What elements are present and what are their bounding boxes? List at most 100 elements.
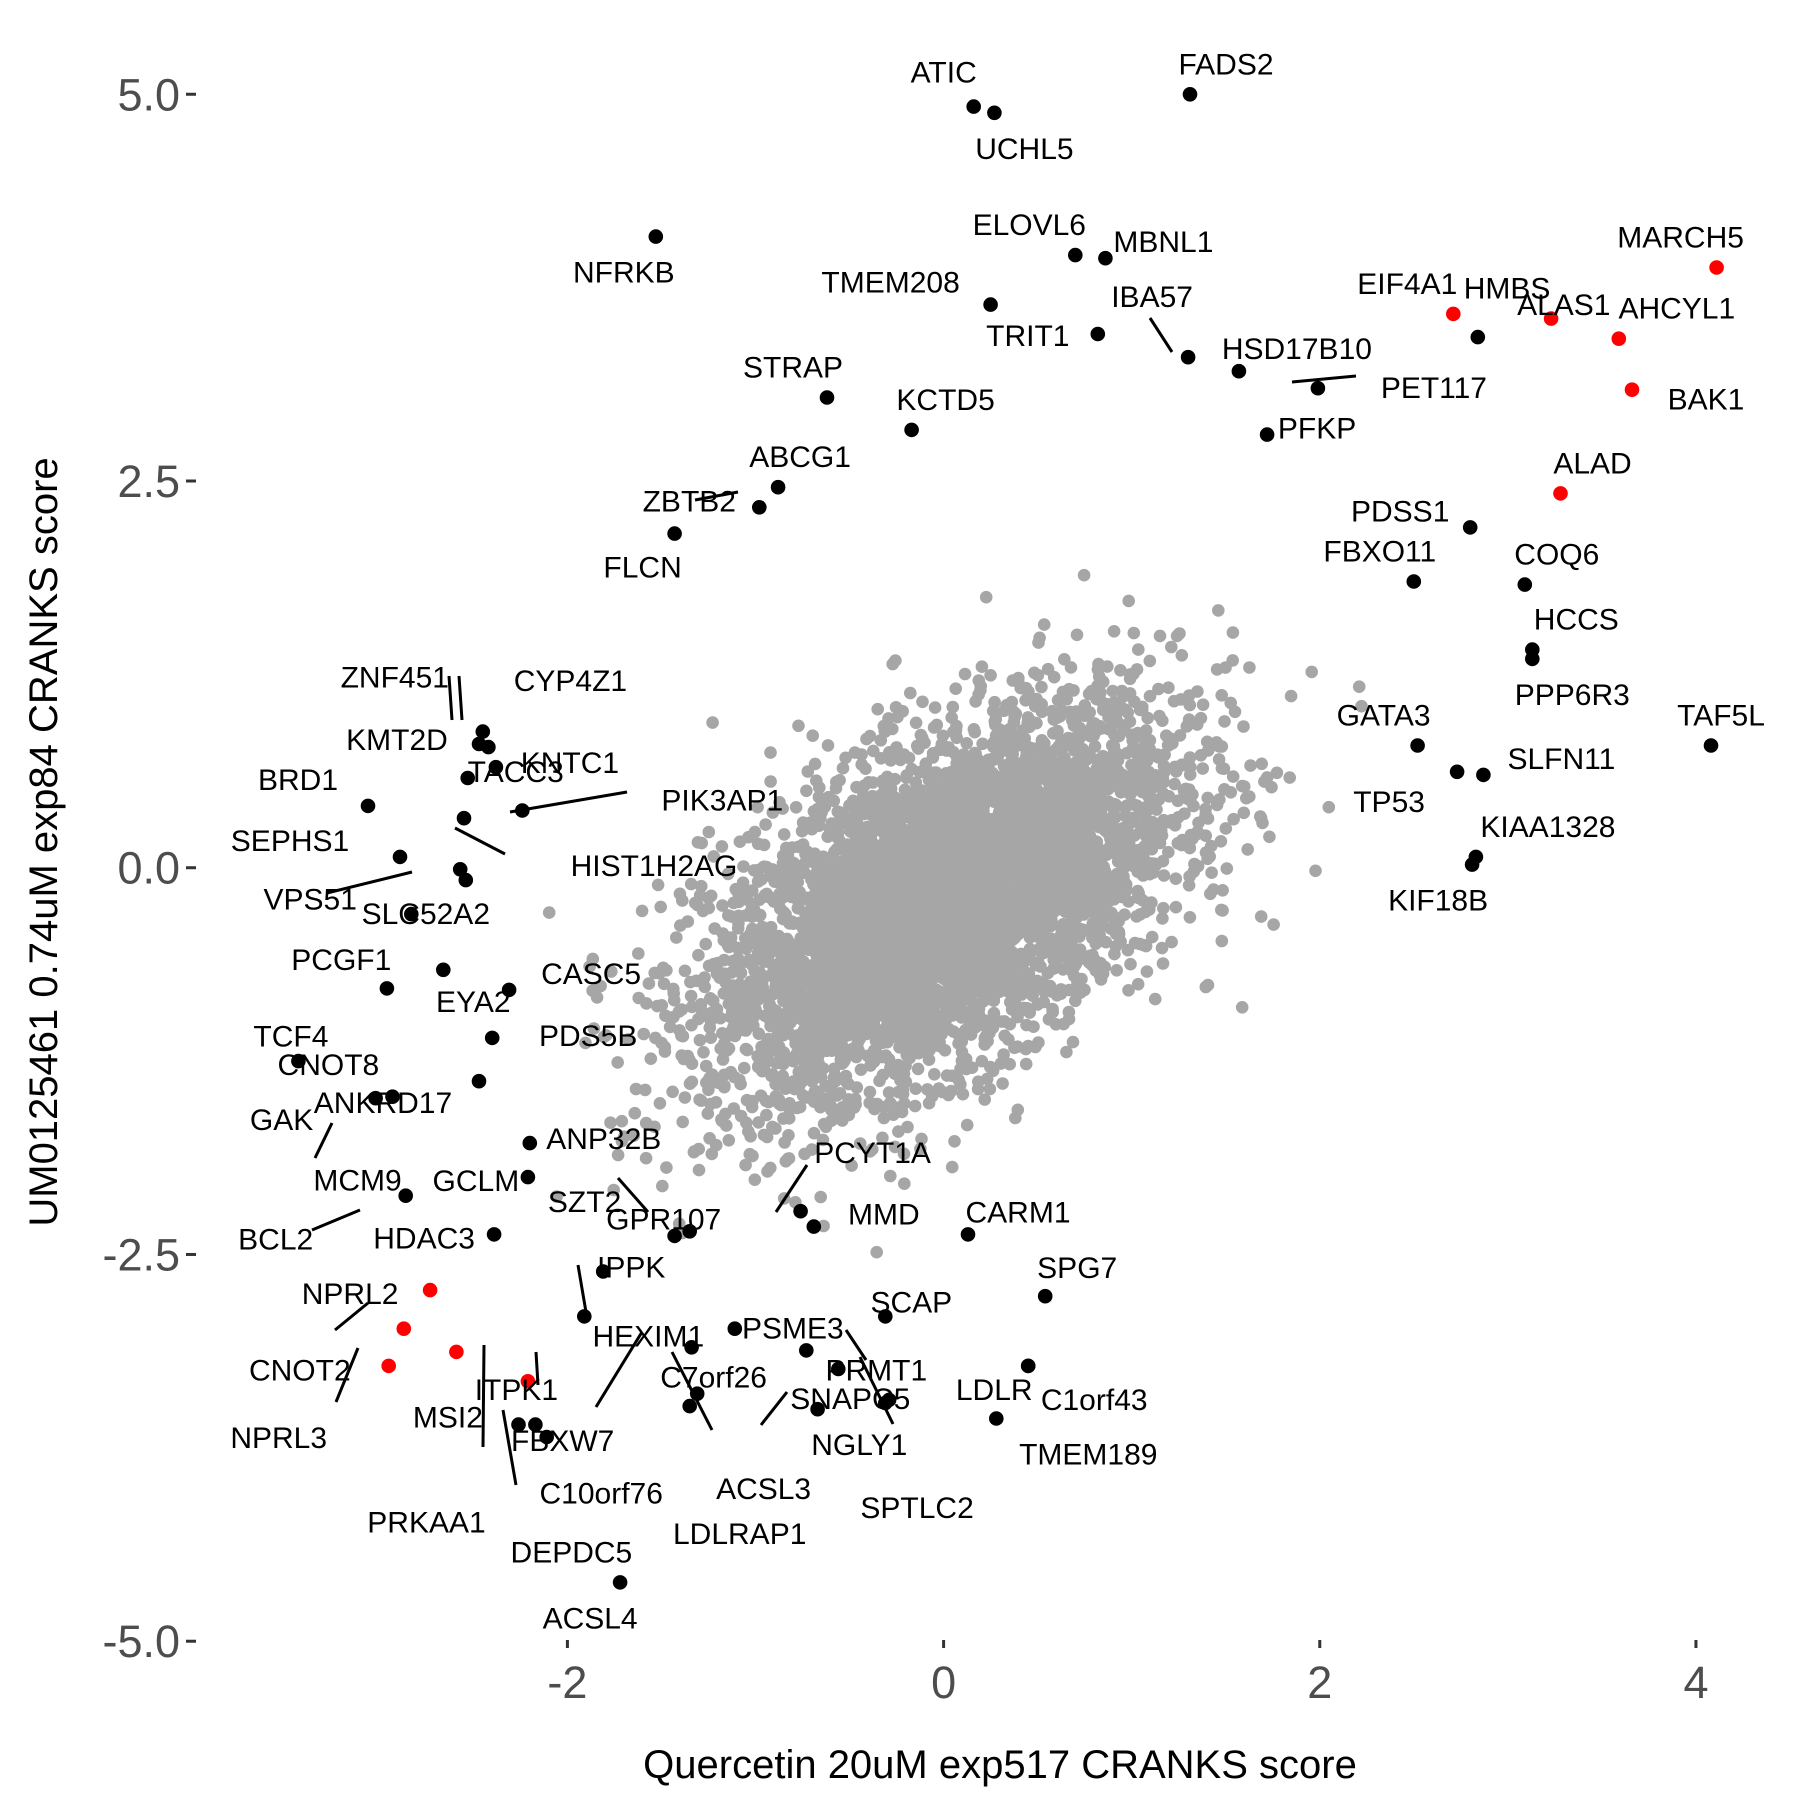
background-point [1037,891,1051,905]
background-point [1215,740,1229,753]
background-point [1033,631,1046,645]
background-point [972,1075,985,1088]
background-point [1153,629,1167,643]
background-point [942,1088,955,1102]
background-point [908,1099,922,1113]
background-point [1066,885,1080,899]
background-point [751,935,764,948]
background-point [899,998,912,1011]
background-point [979,590,993,604]
background-point [930,793,944,806]
background-point [942,741,955,754]
background-point [809,1064,823,1077]
background-point [1130,910,1143,923]
background-point [933,1039,946,1053]
background-point [1056,813,1069,827]
background-point [1028,699,1042,713]
background-point [1083,749,1097,763]
background-point [716,899,729,912]
background-point [611,1148,625,1162]
background-point [1227,812,1240,826]
background-point [1065,943,1079,957]
background-point [997,759,1011,773]
background-point [1201,978,1215,992]
background-point [1028,832,1041,846]
background-point [781,1152,795,1166]
background-point [1044,862,1057,875]
background-point [805,1075,819,1088]
background-point [1283,771,1296,784]
background-point [1132,802,1146,815]
background-point [945,1160,959,1174]
background-point [1143,867,1156,881]
background-point [1127,626,1141,640]
background-point [864,1051,877,1065]
background-point [1142,739,1155,753]
background-point [902,873,915,887]
background-point [1046,940,1060,954]
background-point [1024,764,1038,777]
background-point [867,934,881,948]
background-point [863,1085,877,1099]
background-point [550,1190,563,1203]
background-point [985,981,999,995]
background-point [821,944,834,958]
background-point [1122,895,1135,908]
background-point [1014,758,1028,771]
background-point [1218,715,1231,728]
background-point [852,964,866,977]
background-point [729,882,743,896]
background-point [1263,830,1276,844]
background-point [1058,751,1071,765]
background-point [1000,739,1013,753]
background-point [950,929,963,942]
background-point [879,933,893,946]
background-point [1118,703,1132,716]
background-point [744,975,757,988]
background-point [704,889,718,903]
background-point [816,1133,830,1147]
background-point [892,1125,905,1138]
background-point [870,1245,883,1259]
background-point [1035,680,1048,694]
background-point [1226,770,1240,783]
background-point [1309,864,1322,878]
background-point [1068,744,1081,757]
background-point [932,1082,946,1095]
background-point [949,682,962,695]
background-point [1070,868,1084,882]
background-point [1045,704,1059,718]
background-point [723,931,736,945]
background-point [848,746,862,759]
background-point [1117,722,1131,736]
background-point [803,930,817,943]
background-point [773,796,786,809]
background-point [694,1094,708,1107]
background-point [1092,775,1106,789]
background-point [918,736,931,750]
background-point [684,989,698,1003]
background-point [1036,976,1049,989]
background-point [1122,594,1135,608]
background-point [1139,724,1153,737]
background-point [1176,833,1189,847]
background-point [960,737,973,750]
background-point [988,715,1002,728]
background-point [894,1074,907,1087]
background-point [1118,821,1131,834]
background-point [1056,685,1070,699]
background-point [627,1129,640,1142]
background-point [1165,813,1179,827]
background-point [824,925,838,939]
background-point [737,1061,751,1075]
background-point [921,1083,934,1096]
background-point [1118,908,1131,921]
background-point [1047,823,1061,837]
background-points-layer [542,568,1368,1259]
background-point [1011,806,1025,820]
background-point [844,825,857,838]
background-point [882,1086,896,1099]
background-point [1131,865,1144,878]
background-point [1162,681,1175,694]
background-point [718,1079,731,1092]
